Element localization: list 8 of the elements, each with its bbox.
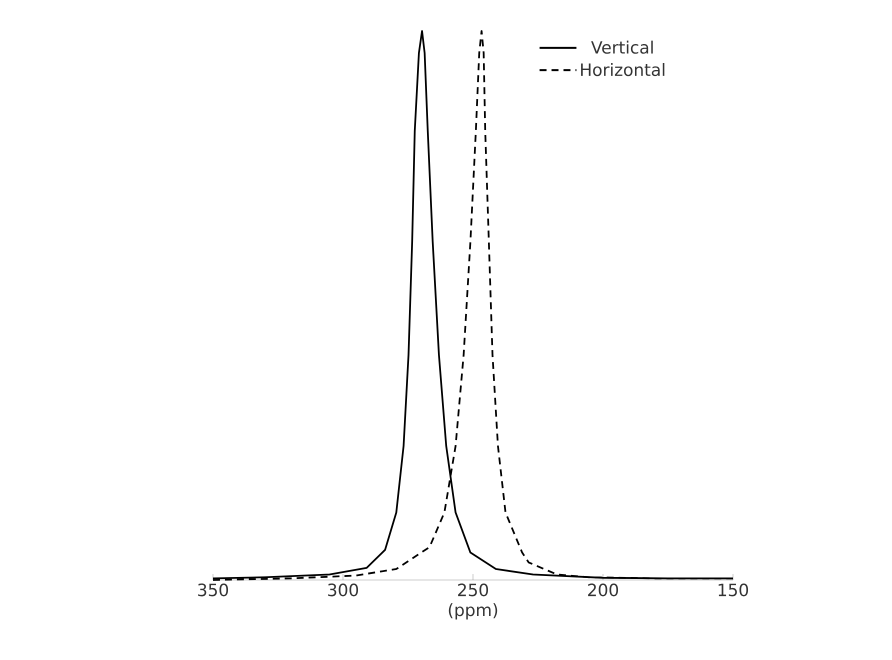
- x-tick-label: 350: [198, 584, 228, 596]
- x-tick-label: 300: [328, 584, 358, 596]
- legend-label: Vertical: [591, 40, 653, 54]
- x-tick-label: 200: [588, 584, 618, 596]
- x-axis-title: (ppm): [448, 603, 498, 620]
- x-tick-label: 250: [458, 584, 488, 596]
- legend-label: Horizontal: [581, 62, 664, 76]
- x-tick-label: 150: [718, 584, 748, 596]
